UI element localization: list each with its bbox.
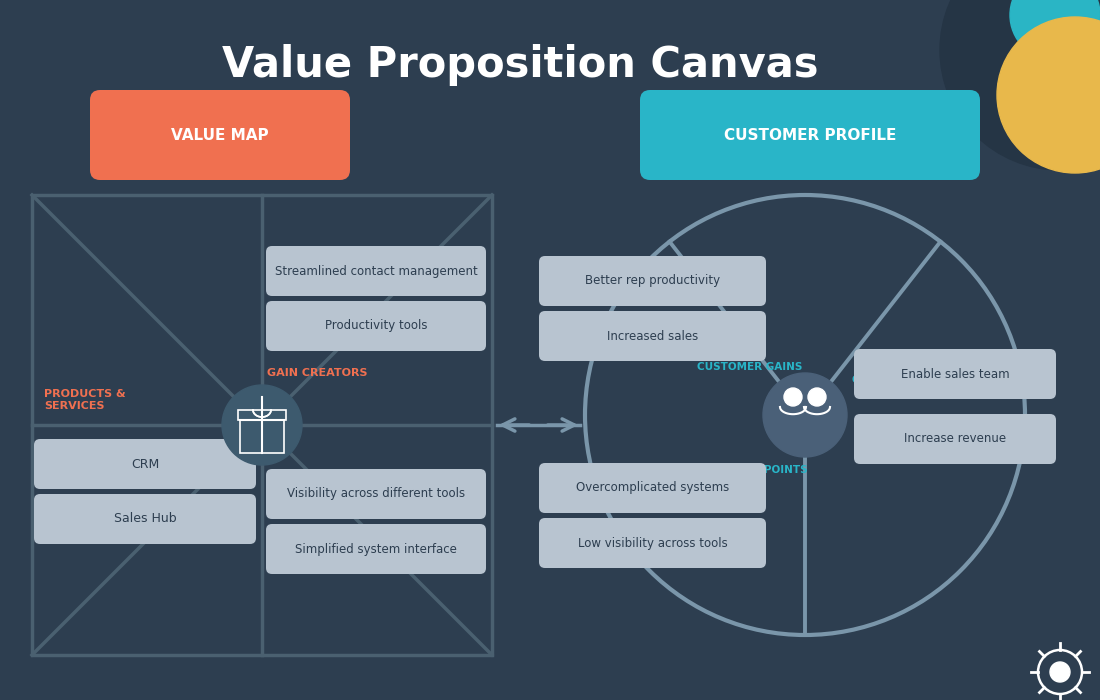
Text: Sales Hub: Sales Hub [113,512,176,526]
Text: Overcomplicated systems: Overcomplicated systems [576,482,729,494]
FancyBboxPatch shape [34,439,256,489]
FancyBboxPatch shape [266,469,486,519]
FancyBboxPatch shape [539,311,766,361]
FancyBboxPatch shape [854,349,1056,399]
FancyBboxPatch shape [266,301,486,351]
FancyBboxPatch shape [854,414,1056,464]
Text: CRM: CRM [131,458,160,470]
Text: Enable sales team: Enable sales team [901,368,1010,381]
Text: PAIN POINTS: PAIN POINTS [733,465,807,475]
Text: Increase revenue: Increase revenue [904,433,1006,445]
Circle shape [997,17,1100,173]
Circle shape [940,0,1100,170]
Circle shape [1010,0,1100,60]
FancyBboxPatch shape [539,463,766,513]
Text: Productivity tools: Productivity tools [324,319,427,332]
FancyBboxPatch shape [640,90,980,180]
Text: PAIN RELIEVERS: PAIN RELIEVERS [267,472,367,482]
Circle shape [808,388,826,406]
Text: GAIN CREATORS: GAIN CREATORS [267,368,367,378]
Text: Value Proposition Canvas: Value Proposition Canvas [222,44,818,86]
Text: CUSTOMER PROFILE: CUSTOMER PROFILE [724,127,896,143]
Circle shape [784,388,802,406]
Circle shape [763,373,847,457]
FancyBboxPatch shape [34,494,256,544]
Text: Increased sales: Increased sales [607,330,698,342]
Text: Streamlined contact management: Streamlined contact management [275,265,477,277]
FancyBboxPatch shape [539,518,766,568]
FancyBboxPatch shape [539,256,766,306]
Circle shape [222,385,302,465]
Text: Better rep productivity: Better rep productivity [585,274,720,288]
Bar [32,195,492,655]
Text: VALUE MAP: VALUE MAP [172,127,268,143]
Text: Visibility across different tools: Visibility across different tools [287,487,465,500]
Text: PRODUCTS &
SERVICES: PRODUCTS & SERVICES [44,389,125,411]
FancyBboxPatch shape [266,524,486,574]
FancyBboxPatch shape [266,246,486,296]
Text: CUSTOMER GAINS: CUSTOMER GAINS [697,362,803,372]
FancyBboxPatch shape [90,90,350,180]
Text: Low visibility across tools: Low visibility across tools [578,536,727,550]
Text: CUSTOMER JOBS: CUSTOMER JOBS [851,375,948,385]
Circle shape [1050,662,1070,682]
Text: Simplified system interface: Simplified system interface [295,542,456,556]
